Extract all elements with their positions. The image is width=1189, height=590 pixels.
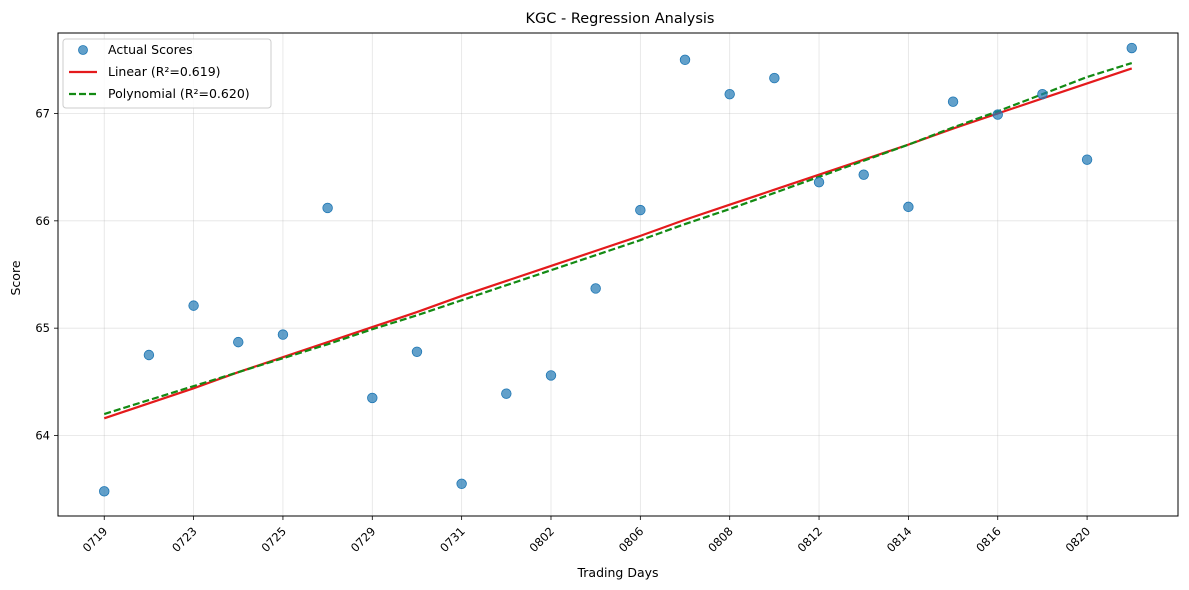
data-point xyxy=(322,202,333,214)
polynomial-fit-line xyxy=(103,62,1133,416)
chart-title: KGC - Regression Analysis xyxy=(526,11,715,27)
linear-fit-line xyxy=(103,67,1133,420)
y-axis-title: Score xyxy=(8,260,23,295)
data-point xyxy=(903,201,914,213)
data-point xyxy=(1037,88,1048,100)
scatter-points xyxy=(99,42,1137,497)
legend-label-polynomial: Polynomial (R²=0.620) xyxy=(108,86,250,101)
regression-lines xyxy=(103,62,1133,420)
data-point xyxy=(411,346,423,357)
data-point xyxy=(456,478,467,490)
y-tick-label: 65 xyxy=(35,321,50,335)
legend-label-actual-scores: Actual Scores xyxy=(108,42,193,57)
data-point xyxy=(1081,154,1093,165)
data-point xyxy=(99,486,110,497)
data-point xyxy=(813,176,825,188)
x-axis-title: Trading Days xyxy=(576,565,658,580)
data-point xyxy=(769,72,780,84)
data-point xyxy=(679,54,691,66)
data-point xyxy=(858,169,869,180)
data-point xyxy=(590,283,601,294)
data-point xyxy=(233,336,244,348)
y-tick-label: 66 xyxy=(35,214,50,228)
y-tick-label: 67 xyxy=(35,107,50,121)
data-point xyxy=(188,300,199,311)
legend: Actual Scores Linear (R²=0.619) Polynomi… xyxy=(62,38,272,109)
data-point xyxy=(635,204,646,216)
data-point xyxy=(724,88,735,100)
data-point xyxy=(992,109,1003,120)
data-point xyxy=(1126,42,1137,54)
data-point xyxy=(277,329,289,340)
plot-area-frame xyxy=(57,32,1179,517)
y-tick-label: 64 xyxy=(35,429,50,443)
data-point xyxy=(501,388,512,399)
legend-label-linear: Linear (R²=0.619) xyxy=(108,64,221,79)
legend-box xyxy=(62,38,272,109)
data-point xyxy=(143,349,155,361)
legend-marker-actual-scores xyxy=(78,45,88,55)
grid xyxy=(58,33,1178,516)
data-point xyxy=(947,96,959,107)
data-point xyxy=(545,370,557,381)
data-point xyxy=(367,392,378,404)
